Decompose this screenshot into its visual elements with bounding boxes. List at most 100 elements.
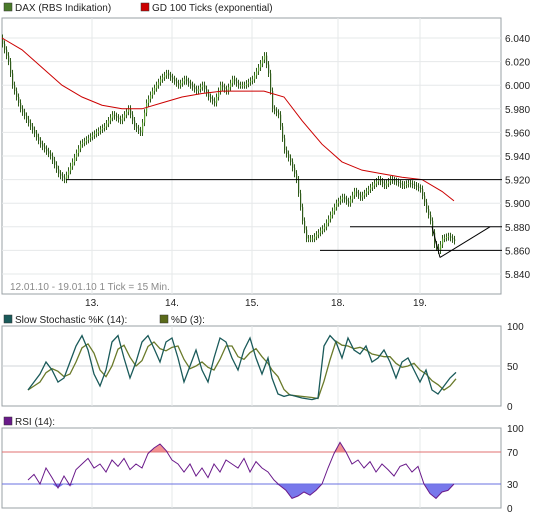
- candle-body: [60, 173, 62, 176]
- candle-body: [362, 195, 364, 198]
- candle-body: [120, 119, 122, 121]
- legend-label-rsi: RSI (14):: [15, 417, 55, 428]
- candle-body: [354, 191, 356, 196]
- candle-body: [396, 181, 398, 183]
- candle-body: [406, 183, 408, 185]
- candle-body: [84, 141, 86, 143]
- candle-body: [76, 153, 78, 158]
- candle-body: [316, 234, 318, 237]
- candle-body: [290, 157, 292, 162]
- legend-swatch-stoch-d: [159, 314, 169, 324]
- candle-body: [284, 138, 286, 151]
- candle-body: [236, 81, 238, 84]
- price-y-tick: 6.040: [505, 34, 530, 45]
- candle-body: [440, 244, 442, 251]
- candle-body: [8, 55, 10, 62]
- candle-body: [30, 122, 32, 127]
- candle-body: [68, 170, 70, 176]
- candle-body: [318, 232, 320, 235]
- candle-body: [314, 236, 316, 239]
- candle-body: [164, 75, 166, 78]
- candle-body: [130, 108, 132, 115]
- price-panel: 6.040 6.020 6.000 5.980 5.960 5.940 5.920 5.900…: [1, 2, 530, 309]
- price-y-tick: 5.840: [505, 270, 530, 281]
- trend-line: [431, 226, 441, 258]
- candle-body: [162, 77, 164, 80]
- candle-body: [356, 191, 358, 194]
- legend-label-stoch-k: Slow Stochastic %K (14):: [15, 315, 127, 326]
- candle-body: [384, 183, 386, 186]
- candle-body: [12, 73, 14, 86]
- candle-body: [212, 98, 214, 101]
- candle-body: [54, 160, 56, 165]
- stochastic-d-line: [27, 340, 457, 400]
- candle-body: [340, 199, 342, 202]
- candle-body: [422, 189, 424, 196]
- candle-body: [178, 83, 180, 86]
- candle-body: [148, 98, 150, 103]
- candle-body: [116, 116, 118, 118]
- candle-body: [56, 164, 58, 170]
- candle-body: [390, 179, 392, 182]
- price-y-tick: 5.900: [505, 199, 530, 210]
- candle-body: [170, 75, 172, 78]
- candle-body: [96, 132, 98, 134]
- candle-body: [46, 148, 48, 152]
- candle-body: [218, 91, 220, 97]
- rsi-y-tick: 70: [507, 448, 519, 459]
- candle-body: [18, 97, 20, 103]
- candle-body: [238, 83, 240, 86]
- candle-body: [296, 173, 298, 180]
- candle-body: [324, 226, 326, 229]
- candle-body: [176, 81, 178, 84]
- candle-body: [450, 236, 452, 238]
- candle-body: [90, 136, 92, 139]
- candle-body: [140, 130, 142, 133]
- candle-body: [226, 89, 228, 92]
- candle-body: [404, 184, 406, 186]
- candle-body: [328, 218, 330, 223]
- candle-body: [152, 91, 154, 96]
- candle-body: [372, 185, 374, 188]
- price-y-tick-labels: 6.040 6.020 6.000 5.980 5.960 5.940 5.920 5.900…: [505, 34, 530, 281]
- legend-label-ma: GD 100 Ticks (exponential): [152, 3, 273, 14]
- price-y-tick: 6.020: [505, 58, 530, 69]
- candle-body: [128, 108, 130, 112]
- rsi-y-tick: 100: [507, 424, 524, 435]
- stochastic-k-line: [27, 334, 457, 401]
- candle-body: [230, 83, 232, 88]
- candle-body: [330, 215, 332, 219]
- candle-body: [416, 185, 418, 187]
- candle-body: [228, 87, 230, 92]
- stochastic-panel: 100 50 0 Slow Stochastic %K (14): %D (3):: [1, 314, 524, 413]
- candle-body: [254, 75, 256, 80]
- candle-body: [414, 184, 416, 186]
- candle-body: [306, 229, 308, 239]
- candle-body: [102, 127, 104, 130]
- candle-body: [122, 117, 124, 121]
- candle-body: [28, 119, 30, 123]
- legend-swatch-ma: [140, 2, 150, 12]
- rsi-oversold-fill: [436, 484, 442, 499]
- candle-body: [232, 79, 234, 84]
- trend-line: [439, 226, 491, 258]
- candle-body: [104, 126, 106, 128]
- candle-body: [34, 130, 36, 134]
- candle-body: [322, 228, 324, 231]
- candle-body: [394, 180, 396, 182]
- candle-body: [246, 83, 248, 86]
- candle-body: [420, 187, 422, 190]
- candle-body: [426, 202, 428, 210]
- candle-body: [38, 137, 40, 141]
- candle-body: [304, 220, 306, 230]
- candle-body: [252, 79, 254, 81]
- candle-body: [444, 237, 446, 239]
- candle-body: [282, 126, 284, 139]
- price-y-tick: 5.880: [505, 223, 530, 234]
- candle-body: [86, 139, 88, 142]
- candle-body: [52, 156, 54, 161]
- price-y-tick: 6.000: [505, 81, 530, 92]
- candle-body: [64, 177, 66, 180]
- candle-body: [24, 112, 26, 116]
